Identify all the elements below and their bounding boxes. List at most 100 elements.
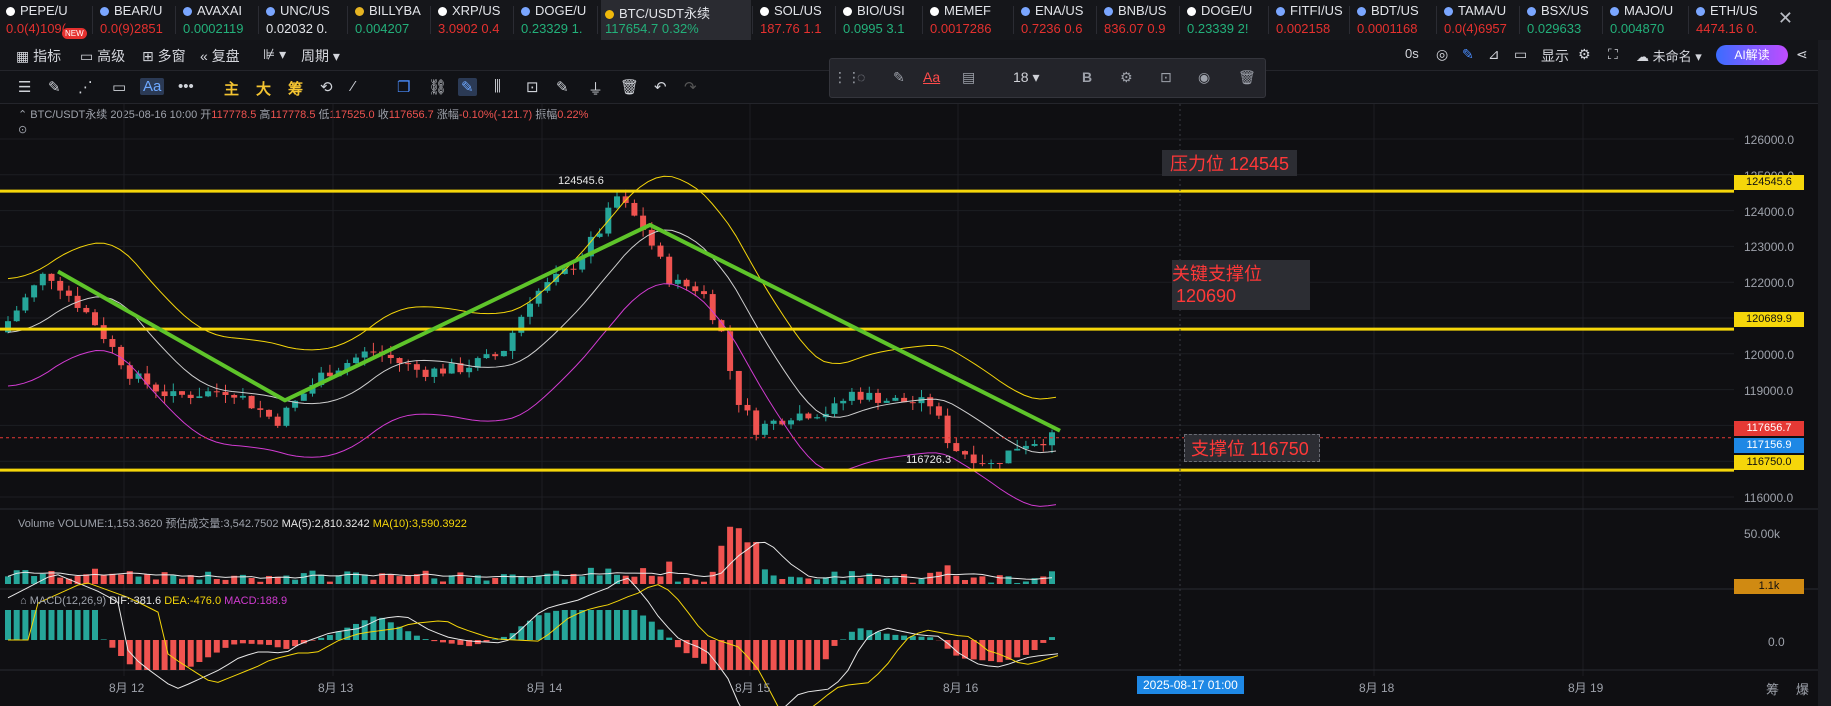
ticker-tab[interactable]: XRP/US 3.0902 0.4 — [438, 0, 520, 40]
ruler-icon[interactable]: ⊿ — [1488, 46, 1500, 62]
lock-icon[interactable]: ⊡ — [526, 79, 539, 96]
lock-icon[interactable]: ⊡ — [1160, 69, 1172, 85]
ai-interpret-button[interactable]: AI解读 — [1716, 45, 1788, 65]
ticker-tab[interactable]: SOL/US 187.76 1.1 — [760, 0, 842, 40]
ticker-divider — [92, 6, 93, 34]
brush-icon[interactable]: ⁄ — [352, 78, 355, 95]
link-icon[interactable]: ⛓ — [428, 79, 448, 96]
settings-icon[interactable]: ⚙ — [1578, 46, 1591, 62]
ticker-tab[interactable]: TAMA/U 0.0(4)6957 — [1444, 0, 1526, 40]
macd-bar — [692, 640, 699, 658]
cloud-save-button[interactable]: ☁ 未命名 ▾ — [1636, 49, 1702, 64]
candle-body — [22, 297, 29, 311]
show-button[interactable]: 显示 — [1541, 48, 1569, 64]
magnet-icon[interactable]: ✎ — [458, 78, 477, 96]
filter-icon[interactable]: ⏚ — [588, 81, 604, 98]
layout-icon[interactable]: ▭ — [1514, 46, 1528, 62]
multi-window-button[interactable]: ⊞ 多窗 — [142, 48, 186, 64]
volume-bar — [500, 574, 507, 584]
redo-icon[interactable]: ↷ — [684, 79, 697, 96]
indicators-button[interactable]: ▦ 指标 — [16, 48, 62, 64]
ticker-tab[interactable]: BILLYBA 0.004207 — [355, 0, 437, 40]
settings-icon[interactable]: ⚙ — [1120, 69, 1133, 85]
liquidation-corner-button[interactable]: 爆 — [1796, 682, 1810, 697]
candle-body — [100, 325, 107, 340]
share-icon[interactable]: ⋖ — [1796, 46, 1808, 62]
macd-dif: DIF:-381.6 — [109, 595, 162, 607]
pencil-icon[interactable]: ✎ — [48, 79, 61, 96]
bold-button[interactable]: B — [1082, 69, 1093, 85]
ticker-tab[interactable]: BIO/USI 0.0995 3.1 — [843, 0, 925, 40]
resistance-annotation[interactable]: 压力位 124545 — [1162, 150, 1298, 176]
ticker-price: 0.02032 0. — [266, 21, 328, 36]
ticker-tab[interactable]: MEMEF 0.0017286 — [930, 0, 1012, 40]
macd-bar — [535, 615, 542, 640]
ticker-tab[interactable]: UNC/US 0.02032 0. — [266, 0, 348, 40]
macd-bar — [640, 615, 647, 640]
legend-close-label: 收 — [377, 109, 389, 121]
more-icon[interactable]: ••• — [178, 78, 194, 95]
undo-icon[interactable]: ↶ — [654, 79, 667, 96]
bg-color-icon[interactable]: ▤ — [962, 69, 976, 85]
ticker-tab[interactable]: BNB/US 836.07 0.9 — [1104, 0, 1186, 40]
replay-button[interactable]: « 复盘 — [200, 48, 240, 64]
volume-bar — [579, 576, 586, 584]
drag-handle-icon[interactable]: ⋮⋮ — [833, 69, 861, 85]
chart-type-icon[interactable]: ⊯ ▾ — [263, 46, 287, 62]
copy-icon[interactable]: ❐ — [397, 79, 411, 96]
fullscreen-icon[interactable]: ⛶ — [1608, 46, 1618, 62]
delete-icon[interactable]: 🗑 — [1238, 69, 1256, 85]
volume-bar — [570, 573, 577, 584]
volume-bar — [92, 568, 98, 584]
text-color-button[interactable]: Aa — [923, 69, 941, 85]
support-annotation[interactable]: 支撑位 116750 — [1184, 434, 1320, 462]
chips-corner-button[interactable]: 筹 — [1766, 682, 1780, 697]
candle-body — [109, 339, 116, 347]
edit-text-icon[interactable]: ✎ — [893, 69, 905, 85]
ticker-tab[interactable]: DOGE/U 0.23329 1. — [521, 0, 603, 40]
menu-icon[interactable]: ☰ — [18, 79, 32, 96]
ticker-symbol-text: ENA/US — [1035, 3, 1084, 18]
period-dropdown[interactable]: 周期 ▾ — [301, 48, 340, 64]
ticker-tab[interactable]: BEAR/U 0.0(9)2851 — [100, 0, 182, 40]
volume-bar — [39, 573, 46, 584]
date-label: 8月 15 — [735, 681, 771, 695]
trash-icon[interactable]: 🗑 — [620, 79, 640, 96]
camera-icon[interactable]: ◎ — [1436, 46, 1449, 62]
collapse-icon[interactable]: ⌃ — [18, 109, 28, 121]
candle-body — [996, 463, 1003, 465]
ticker-tab[interactable]: ETH/US 4474.16 0. — [1696, 0, 1778, 40]
rectangle-icon[interactable]: ▭ — [112, 79, 127, 96]
pen-icon[interactable]: ✎ — [1462, 46, 1474, 62]
volume-bar — [657, 576, 664, 584]
ticker-tab[interactable]: DOGE/U 0.23339 2! — [1187, 0, 1269, 40]
bars-icon[interactable]: ⫼ — [494, 78, 501, 95]
ticker-divider — [175, 6, 176, 34]
volume-bar — [918, 578, 925, 584]
advanced-button[interactable]: ▭ 高级 — [80, 48, 126, 64]
key-support-annotation[interactable]: 关键支撑位 120690 — [1172, 260, 1310, 310]
ticker-tab[interactable]: BDT/US 0.0001168 — [1357, 0, 1439, 40]
expand-icon[interactable]: ⊙ — [18, 124, 28, 136]
visibility-icon[interactable]: ◉ — [1198, 69, 1211, 85]
ticker-tab[interactable]: BTC/USDT永续 117654.7 0.32% — [601, 0, 751, 40]
edit-icon[interactable]: ✎ — [556, 79, 569, 96]
ticker-tab[interactable]: FITFI/US 0.002158 — [1276, 0, 1358, 40]
candle-body — [796, 413, 803, 421]
ticker-tab[interactable]: AVAXAI 0.0002119 — [183, 0, 265, 40]
chips-tool-button[interactable]: 筹 — [288, 81, 304, 98]
ticker-tab[interactable]: MAJO/U 0.004870 — [1610, 0, 1692, 40]
ticker-tab[interactable]: BSX/US 0.029633 — [1527, 0, 1609, 40]
ticker-tab[interactable]: PEPE/U 0.0(4)109( — [6, 0, 88, 40]
large-tool-button[interactable]: 大 — [256, 81, 272, 98]
ticker-tab[interactable]: ENA/US 0.7236 0.6 — [1021, 0, 1103, 40]
sync-icon[interactable]: ⟲ — [320, 79, 333, 96]
main-tool-button[interactable]: 主 — [224, 81, 240, 98]
font-size-select[interactable]: 18 ▾ — [1013, 69, 1040, 85]
style-icon[interactable]: ◌ — [857, 69, 866, 85]
text-tool-icon[interactable]: Aa — [140, 78, 165, 95]
candlestick-chart[interactable] — [0, 104, 1818, 706]
close-icon[interactable]: ✕ — [1777, 8, 1793, 28]
trend-tool-icon[interactable]: ⋰ — [78, 79, 93, 96]
bell-icon[interactable]: ⌂ — [20, 595, 27, 607]
